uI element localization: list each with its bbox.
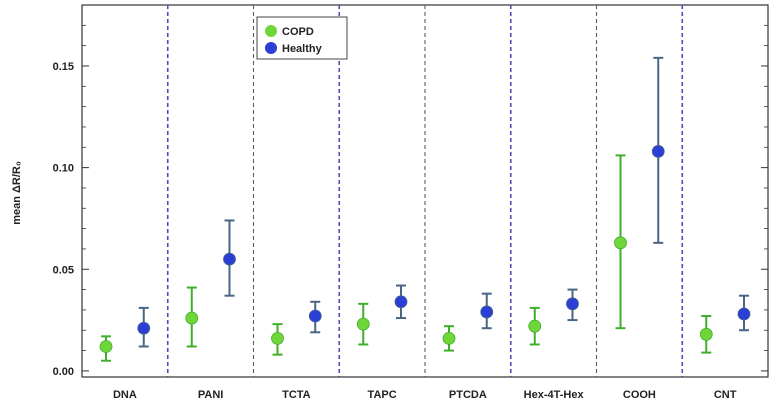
legend-label-healthy: Healthy xyxy=(282,43,323,55)
data-point-copd xyxy=(528,319,542,333)
data-point-copd xyxy=(185,311,199,325)
data-point-healthy xyxy=(223,252,236,266)
category-separators xyxy=(166,5,684,377)
data-point-healthy xyxy=(480,305,494,319)
y-tick-label: 0.00 xyxy=(53,366,74,378)
x-category-label: TAPC xyxy=(368,389,397,401)
legend: COPD Healthy xyxy=(256,16,348,60)
x-category-label: Hex-4T-Hex xyxy=(524,389,585,401)
data-point-copd xyxy=(271,331,284,345)
data-point-copd xyxy=(99,340,113,353)
x-category-label: PTCDA xyxy=(449,389,487,401)
legend-label-copd: COPD xyxy=(282,26,314,38)
x-category-label: CNT xyxy=(714,389,737,401)
data-point-copd xyxy=(699,327,713,341)
x-category-label: TCTA xyxy=(282,389,311,401)
data-point-copd xyxy=(614,236,627,250)
y-tick-label: 0.05 xyxy=(53,264,74,276)
y-tick-label: 0.15 xyxy=(53,61,74,73)
data-point-healthy xyxy=(394,295,408,309)
data-point-healthy xyxy=(566,297,579,311)
x-axis: DNA PANI TCTA TAPC PTCDA Hex-4T-Hex COOH CNT xyxy=(113,389,737,401)
y-axis: 0.00 0.05 0.10 0.15 xyxy=(53,24,768,378)
data-point-healthy xyxy=(651,144,665,158)
data-point-healthy xyxy=(137,321,151,335)
legend-box xyxy=(256,16,348,60)
y-axis-label: mean ΔR/R₀ xyxy=(11,161,23,225)
data-point-healthy xyxy=(737,307,751,321)
x-category-label: DNA xyxy=(113,389,137,401)
legend-marker-copd xyxy=(265,25,277,37)
data-point-copd xyxy=(442,331,456,345)
data-point-copd xyxy=(356,317,370,331)
data-point-healthy xyxy=(308,309,322,323)
legend-marker-healthy xyxy=(265,42,277,54)
x-category-label: PANI xyxy=(198,389,223,401)
y-tick-label: 0.10 xyxy=(53,163,74,175)
data-marks xyxy=(99,56,751,362)
x-category-label: COOH xyxy=(623,389,656,401)
